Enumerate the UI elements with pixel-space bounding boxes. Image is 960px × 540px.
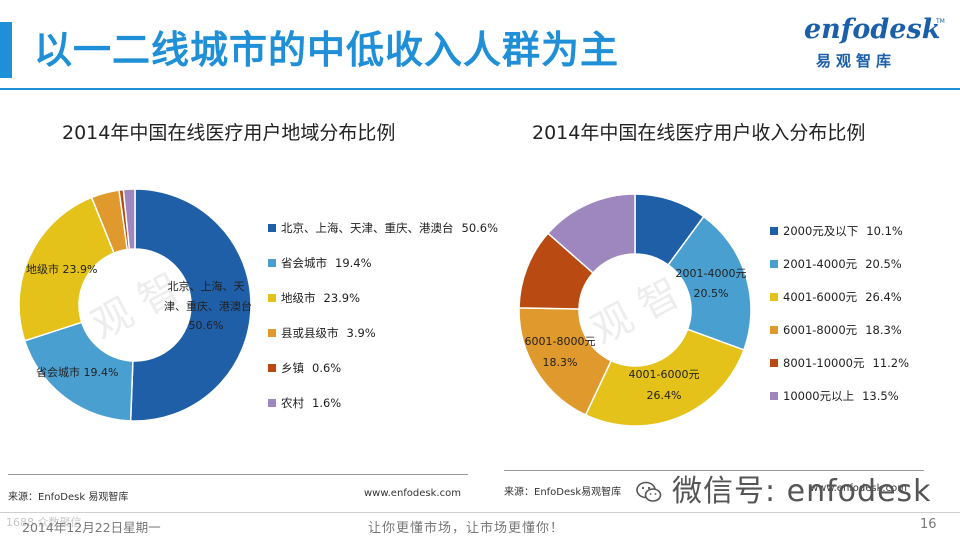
chart1-legend-swatch <box>268 364 276 372</box>
chart1-legend-value: 1.6% <box>312 396 342 410</box>
chart2-legend-swatch <box>770 227 778 235</box>
chart1-legend-label: 省会城市 <box>281 256 327 270</box>
chart2-data-label-2001-value: 20.5% <box>694 287 729 300</box>
chart1-legend-value: 23.9% <box>323 291 361 305</box>
wechat-icon <box>636 481 662 502</box>
chart1-donut: 易 观 智 库 北京、上海、天 津、重庆、港澳台 50.6% 省会城市 19.4… <box>18 188 252 422</box>
page-number: 16 <box>920 517 937 532</box>
footer-rule <box>0 512 960 513</box>
logo-wordmark: enfodesk <box>804 14 941 45</box>
chart2-legend-swatch <box>770 326 778 334</box>
chart2-legend-swatch <box>770 293 778 301</box>
chart1-legend-swatch <box>268 399 276 407</box>
chart2-legend-item: 4001-6000元 26.4% <box>770 287 909 307</box>
chart2-legend-label: 2000元及以下 <box>783 224 859 238</box>
chart2-legend: 2000元及以下 10.1% 2001-4000元 20.5% 4001-6000元… <box>770 221 909 419</box>
chart1-website: www.enfodesk.com <box>364 488 461 499</box>
header-rule <box>0 88 960 90</box>
chart2-data-label-6001-name: 6001-8000元 <box>525 335 596 348</box>
chart2-data-label-6001-value: 18.3% <box>543 356 578 369</box>
chart2-data-label-4001-name: 4001-6000元 <box>629 368 700 381</box>
logo-chinese: 易观智库 <box>816 52 897 70</box>
chart2-donut: 易 观 智 库 2001-4000元 20.5% 4001-6000元 26.4… <box>518 193 752 427</box>
chart1-legend: 北京、上海、天津、重庆、港澳台 50.6% 省会城市 19.4% 地级市 23.9% … <box>268 218 498 428</box>
chart1-data-label-north-name: 北京、上海、天 <box>168 279 245 293</box>
chart1-legend-item: 省会城市 19.4% <box>268 253 498 273</box>
chart1-legend-item: 农村 1.6% <box>268 393 498 413</box>
corner-watermark: 1688 众数聚信 <box>6 516 82 529</box>
chart1-legend-label: 县或县级市 <box>281 326 339 340</box>
chart1-slice-5 <box>122 188 136 251</box>
logo-tm: TM <box>936 18 945 25</box>
chart2-legend-item: 2000元及以下 10.1% <box>770 221 909 241</box>
chart1-legend-value: 19.4% <box>335 256 372 270</box>
chart1-slice-1 <box>23 321 134 422</box>
chart2-title: 2014年中国在线医疗用户收入分布比例 <box>532 122 866 144</box>
chart2-legend-item: 6001-8000元 18.3% <box>770 320 909 340</box>
chart1-legend-item: 县或县级市 3.9% <box>268 323 498 343</box>
chart2-legend-item: 2001-4000元 20.5% <box>770 254 909 274</box>
chart1-data-label-prefecture: 地级市 23.9% <box>26 262 97 276</box>
chart1-legend-swatch <box>268 294 276 302</box>
chart2-slice-1 <box>667 215 752 351</box>
chart2-legend-value: 18.3% <box>865 323 902 337</box>
chart1-legend-value: 3.9% <box>346 326 376 340</box>
footer-slogan: 让你更懂市场，让市场更懂你！ <box>368 521 565 536</box>
chart1-legend-item: 北京、上海、天津、重庆、港澳台 50.6% <box>268 218 498 238</box>
chart1-legend-label: 北京、上海、天津、重庆、港澳台 <box>281 221 454 235</box>
chart2-legend-value: 11.2% <box>872 356 910 370</box>
chart2-legend-label: 6001-8000元 <box>783 323 858 337</box>
chart1-legend-swatch <box>268 329 276 337</box>
title-accent-bar <box>0 22 12 78</box>
chart2-website: www.enfodesk.com <box>810 483 907 494</box>
chart2-legend-label: 10000元以上 <box>783 389 855 403</box>
chart2-slice-5 <box>546 193 636 275</box>
chart2-legend-swatch <box>770 392 778 400</box>
chart1-data-label-north-value: 50.6% <box>189 319 224 332</box>
chart2-slice-2 <box>584 328 745 427</box>
chart2-legend-swatch <box>770 260 778 268</box>
page-title: 以一二线城市的中低收入人群为主 <box>34 28 620 72</box>
wechat-id: 微信号: enfodesk <box>672 474 932 509</box>
chart2-legend-label: 4001-6000元 <box>783 290 858 304</box>
chart1-slice-2 <box>18 196 116 342</box>
chart1-legend-swatch <box>268 224 276 232</box>
chart2-legend-value: 26.4% <box>865 290 902 304</box>
chart1-data-label-north-name2: 津、重庆、港澳台 <box>164 299 252 313</box>
chart2-legend-value: 10.1% <box>866 224 903 238</box>
wechat-overlay: 微信号: enfodesk <box>636 474 932 510</box>
chart1-legend-value: 0.6% <box>312 361 342 375</box>
chart1-source: 来源：EnfoDesk 易观智库 <box>8 492 129 503</box>
chart1-legend-label: 乡镇 <box>281 361 304 375</box>
chart1-title: 2014年中国在线医疗用户地域分布比例 <box>62 122 396 144</box>
chart1-legend-item: 地级市 23.9% <box>268 288 498 308</box>
chart2-legend-swatch <box>770 359 778 367</box>
footer-date: 2014年12月22日星期一 <box>22 520 161 535</box>
enfodesk-logo: enfodesk TM 易观智库 <box>804 12 945 72</box>
chart2-legend-item: 8001-10000元 11.2% <box>770 353 909 373</box>
chart1-legend-value: 50.6% <box>461 221 499 235</box>
chart1-legend-item: 乡镇 0.6% <box>268 358 498 378</box>
chart2-legend-value: 13.5% <box>862 389 899 403</box>
chart2-legend-item: 10000元以上 13.5% <box>770 386 909 406</box>
chart2-legend-label: 8001-10000元 <box>783 356 865 370</box>
chart1-slice-0 <box>129 188 252 422</box>
chart1-legend-swatch <box>268 259 276 267</box>
chart1-source-rule <box>8 474 468 475</box>
chart2-legend-label: 2001-4000元 <box>783 257 858 271</box>
chart2-source: 来源：EnfoDesk易观智库 <box>504 487 622 498</box>
chart1-data-label-provincial: 省会城市 19.4% <box>36 365 118 379</box>
chart2-data-label-2001-name: 2001-4000元 <box>676 267 747 280</box>
chart2-source-rule <box>504 470 924 471</box>
chart1-legend-label: 地级市 <box>281 291 316 305</box>
chart1-legend-label: 农村 <box>281 396 304 410</box>
chart2-legend-value: 20.5% <box>865 257 902 271</box>
chart2-data-label-4001-value: 26.4% <box>647 389 682 402</box>
